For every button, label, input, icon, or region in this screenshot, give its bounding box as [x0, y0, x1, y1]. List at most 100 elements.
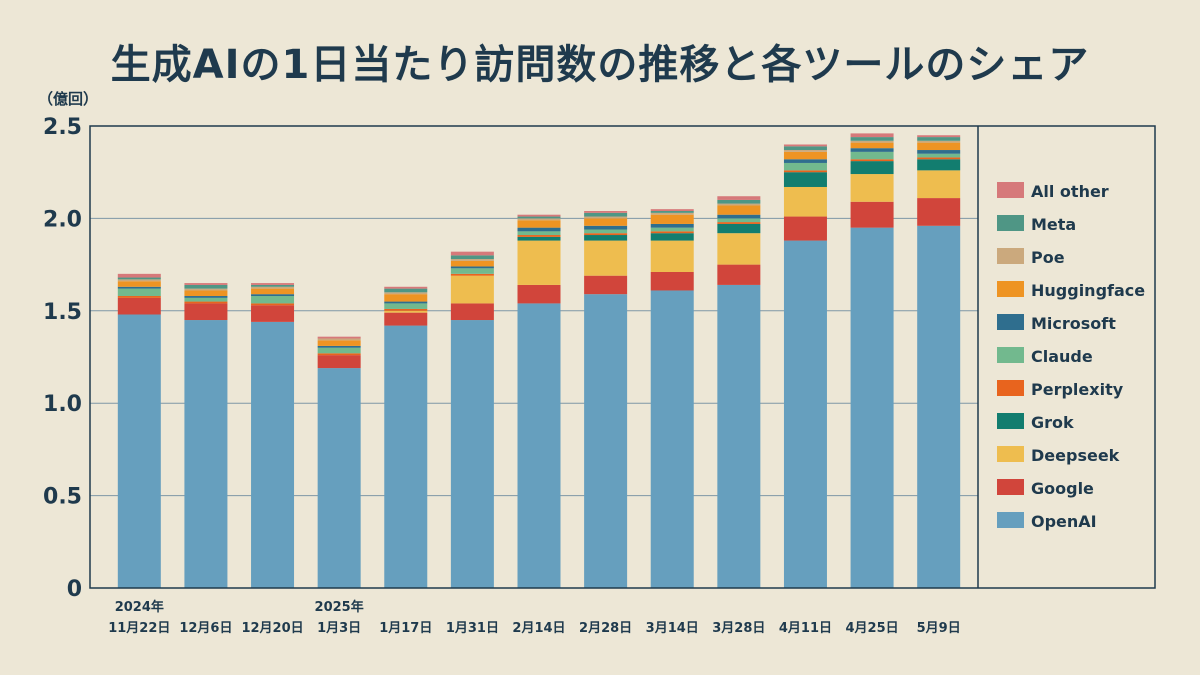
bar-segment-all-other: [584, 211, 628, 213]
bar-segment-grok: [584, 235, 628, 241]
bar-segment-openai: [917, 225, 961, 589]
bar-segment-grok: [517, 236, 561, 241]
bar-segment-all-other: [783, 144, 827, 147]
bar-segment-google: [450, 303, 494, 321]
legend-label: Poe: [1031, 248, 1065, 267]
y-axis-ticks: 0 0.5 1.0 1.5 2.0 2.5: [43, 115, 82, 602]
bar-segment-microsoft: [650, 223, 694, 228]
bar-segment-deepseek: [783, 186, 827, 217]
bar-segment-poe: [850, 140, 894, 143]
bar-segment-google: [783, 216, 827, 241]
bar-segment-grok: [717, 223, 761, 234]
bar-segment-openai: [117, 314, 161, 588]
bar-segment-poe: [717, 203, 761, 206]
bar-segment-meta: [184, 284, 228, 289]
bar-segment-claude: [251, 296, 295, 304]
bar-segment-openai: [650, 290, 694, 588]
bar-segment-deepseek: [384, 310, 428, 313]
bar-segment-huggingface: [317, 340, 361, 346]
x-tick-label: 12月6日: [179, 621, 232, 636]
y-tick-label: 0: [67, 577, 82, 602]
legend-label: Huggingface: [1031, 281, 1145, 300]
legend-swatch: [997, 248, 1024, 264]
bar-segment-deepseek: [650, 240, 694, 272]
bar-segment-all-other: [117, 273, 161, 278]
bar-segment-all-other: [317, 336, 361, 339]
legend-swatch: [997, 182, 1024, 198]
bar-segment-deepseek: [450, 275, 494, 304]
y-tick-label: 1.5: [43, 300, 82, 325]
bar-segment-all-other: [717, 196, 761, 200]
x-tick-label: 1月3日: [317, 621, 361, 636]
bar-segment-deepseek: [717, 233, 761, 265]
bar-segment-perplexity: [184, 301, 228, 304]
bar-segment-perplexity: [251, 303, 295, 306]
bar-segment-perplexity: [517, 235, 561, 237]
bar-segment-huggingface: [450, 260, 494, 267]
bar-segment-google: [117, 297, 161, 315]
bar-segment-poe: [584, 216, 628, 219]
bar-segment-microsoft: [251, 294, 295, 297]
bar-segment-meta: [917, 137, 961, 141]
bar-segment-google: [584, 275, 628, 295]
x-tick-label: 2月28日: [579, 621, 632, 636]
bar-segment-poe: [184, 288, 228, 291]
x-tick-year: 2025年: [315, 599, 364, 615]
bar-segment-grok: [650, 233, 694, 241]
x-tick-label: 1月31日: [446, 621, 499, 636]
bar-segment-microsoft: [517, 227, 561, 232]
bar-segment-meta: [251, 284, 295, 287]
bar-segment-google: [184, 303, 228, 321]
legend-label: Google: [1031, 479, 1094, 498]
bar-segment-grok: [850, 161, 894, 175]
bar-segment-openai: [717, 284, 761, 588]
x-tick-label: 4月11日: [779, 621, 832, 636]
bar-segment-google: [317, 355, 361, 369]
bar-segment-meta: [717, 199, 761, 204]
x-tick-label: 3月14日: [646, 621, 699, 636]
bar-segment-all-other: [184, 283, 228, 285]
legend-label: Meta: [1031, 215, 1076, 234]
bar-segment-google: [717, 264, 761, 285]
bar-segment-poe: [650, 212, 694, 215]
legend-swatch: [997, 380, 1024, 396]
bar-segment-google: [517, 284, 561, 304]
legend-swatch: [997, 281, 1024, 297]
bar-segment-all-other: [850, 133, 894, 138]
bar-segment-meta: [650, 211, 694, 213]
legend-swatch: [997, 347, 1024, 363]
bar-segment-huggingface: [517, 220, 561, 228]
bar-segment-all-other: [251, 283, 295, 285]
bar-segment-claude: [783, 162, 827, 171]
x-axis-ticks: 2024年 11月22日 12月6日 12月20日 2025年 1月3日 1月17日 1月31…: [108, 599, 961, 636]
legend-label: Perplexity: [1031, 380, 1124, 399]
bar-segment-google: [384, 312, 428, 326]
bar-segment-openai: [450, 320, 494, 588]
bar-segment-openai: [783, 240, 827, 589]
bar-segment-perplexity: [117, 296, 161, 298]
bar-segment-openai: [584, 294, 628, 588]
bar-segment-huggingface: [717, 205, 761, 215]
bar-segment-grok: [783, 172, 827, 187]
bar-segment-meta: [384, 288, 428, 293]
bar-segment-huggingface: [650, 214, 694, 224]
bar-segment-google: [917, 198, 961, 226]
bar-segment-claude: [517, 231, 561, 236]
bar-segment-claude: [850, 151, 894, 160]
bar-segment-microsoft: [317, 345, 361, 348]
bar-segment-perplexity: [717, 222, 761, 224]
bar-segment-huggingface: [850, 142, 894, 149]
legend: All other Meta Poe Huggingface Microsoft Clau…: [997, 182, 1145, 531]
bar-segment-huggingface: [584, 218, 628, 226]
bar-segment-poe: [251, 286, 295, 289]
bar-segment-huggingface: [384, 294, 428, 302]
chart-title: 生成AIの1日当たり訪問数の推移と各ツールのシェア: [110, 42, 1090, 88]
legend-label: Deepseek: [1031, 446, 1120, 465]
y-tick-label: 0.5: [43, 485, 82, 510]
bar-segment-openai: [317, 368, 361, 588]
bar-segment-huggingface: [917, 142, 961, 151]
y-axis-unit-label: （億回）: [38, 90, 98, 108]
plot-frame: [89, 125, 1156, 589]
bar-segment-perplexity: [917, 157, 961, 160]
